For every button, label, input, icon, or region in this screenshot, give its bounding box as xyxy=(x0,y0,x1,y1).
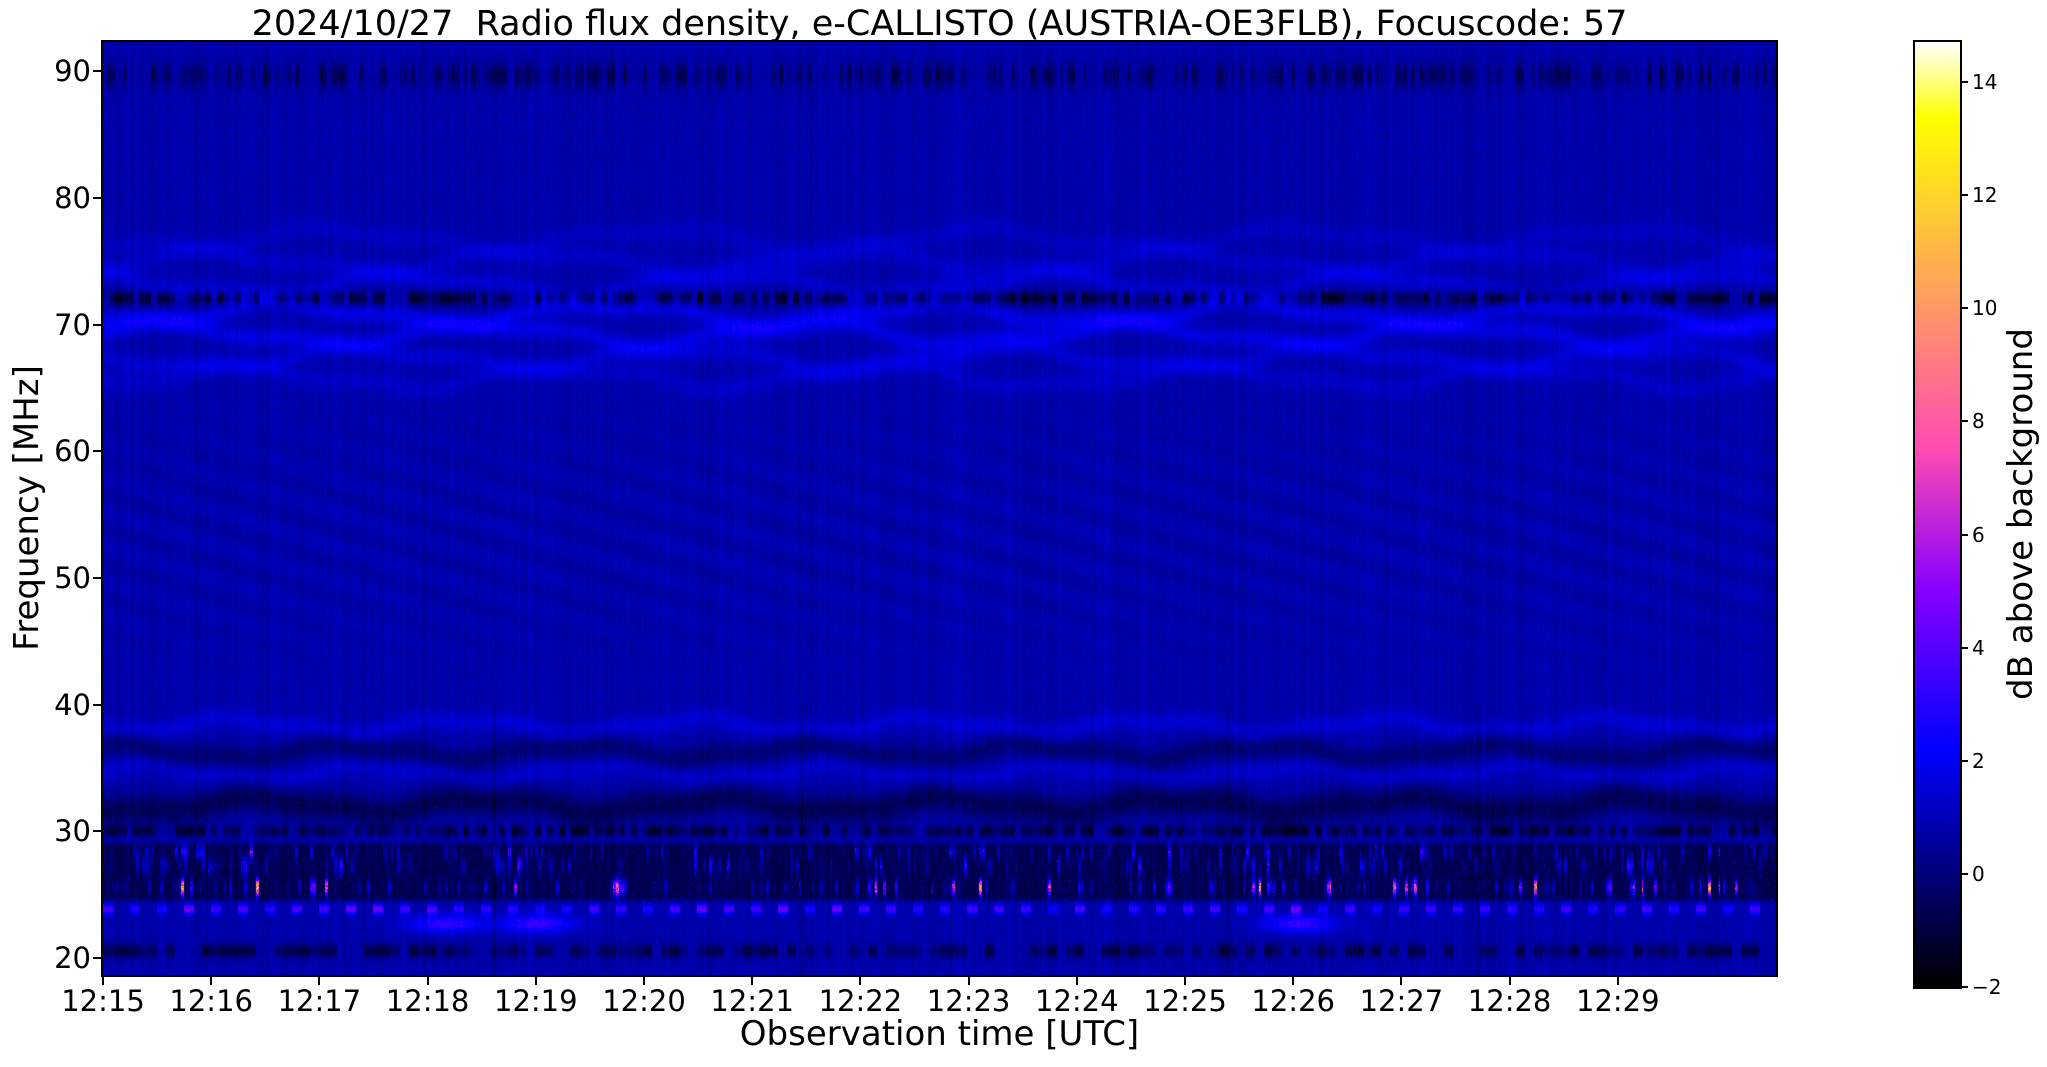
colorbar-tick-mark xyxy=(1960,872,1968,875)
x-tick-label: 12:15 xyxy=(61,984,145,1018)
colorbar-tick-label: 14 xyxy=(1972,70,1998,95)
x-tick-label: 12:16 xyxy=(169,984,253,1018)
colorbar-tick-mark xyxy=(1960,194,1968,197)
chart-title: 2024/10/27 Radio flux density, e-CALLIST… xyxy=(251,4,1628,44)
x-tick-mark xyxy=(534,977,537,985)
y-tick-mark xyxy=(93,196,101,199)
x-tick-label: 12:25 xyxy=(1143,984,1227,1018)
x-tick-label: 12:21 xyxy=(710,984,794,1018)
x-tick-label: 12:28 xyxy=(1467,984,1552,1018)
x-tick-label: 12:22 xyxy=(818,984,903,1018)
x-tick-mark xyxy=(967,977,970,985)
x-tick-label: 12:29 xyxy=(1576,984,1660,1018)
x-tick-label: 12:17 xyxy=(277,984,362,1018)
y-tick-mark xyxy=(93,703,101,706)
colorbar-tick-label: 0 xyxy=(1972,861,1985,886)
colorbar-tick-label: 4 xyxy=(1972,635,1985,660)
colorbar-tick-mark xyxy=(1960,533,1968,536)
x-tick-mark xyxy=(1400,977,1403,985)
x-axis-label: Observation time [UTC] xyxy=(739,1014,1140,1054)
colorbar xyxy=(1913,40,1962,989)
colorbar-tick-label: −2 xyxy=(1972,975,2002,999)
colorbar-tick-label: 6 xyxy=(1972,522,1985,547)
x-tick-label: 12:23 xyxy=(926,984,1011,1018)
y-axis-label: Frequency [MHz] xyxy=(7,365,47,651)
colorbar-tick-label: 2 xyxy=(1972,748,1985,773)
x-tick-mark xyxy=(859,977,862,985)
y-tick-mark xyxy=(93,323,101,326)
y-tick-label: 80 xyxy=(54,180,91,215)
colorbar-label: dB above background xyxy=(2001,328,2041,700)
x-tick-mark xyxy=(1508,977,1511,985)
colorbar-tick-mark xyxy=(1960,759,1968,762)
y-tick-mark xyxy=(93,70,101,73)
y-tick-label: 60 xyxy=(54,434,91,469)
x-tick-label: 12:26 xyxy=(1251,984,1335,1018)
y-tick-label: 40 xyxy=(54,687,91,722)
x-tick-mark xyxy=(210,977,213,985)
y-tick-label: 20 xyxy=(54,941,91,976)
y-tick-label: 70 xyxy=(54,307,91,342)
colorbar-tick-mark xyxy=(1960,81,1968,84)
x-tick-label: 12:19 xyxy=(494,984,578,1018)
colorbar-tick-label: 10 xyxy=(1972,296,1998,321)
colorbar-tick-mark xyxy=(1960,307,1968,310)
x-tick-mark xyxy=(751,977,754,985)
spectrogram-plot xyxy=(101,40,1778,977)
spectrogram-canvas xyxy=(103,42,1776,975)
colorbar-tick-label: 12 xyxy=(1972,183,1998,208)
colorbar-tick-mark xyxy=(1960,646,1968,649)
y-tick-mark xyxy=(93,450,101,453)
colorbar-tick-label: 8 xyxy=(1972,409,1985,434)
x-tick-label: 12:20 xyxy=(602,984,686,1018)
x-tick-mark xyxy=(1184,977,1186,985)
x-tick-mark xyxy=(643,977,645,985)
x-tick-label: 12:27 xyxy=(1359,984,1444,1018)
y-tick-label: 50 xyxy=(54,560,91,595)
x-tick-mark xyxy=(426,977,429,985)
colorbar-gradient-canvas xyxy=(1915,42,1960,987)
x-tick-label: 12:24 xyxy=(1035,984,1119,1018)
x-tick-mark xyxy=(102,977,104,985)
y-tick-label: 30 xyxy=(54,814,91,849)
x-tick-mark xyxy=(1075,977,1078,985)
x-tick-mark xyxy=(1616,977,1619,985)
x-tick-mark xyxy=(1292,977,1295,985)
y-tick-label: 90 xyxy=(54,54,91,89)
y-tick-mark xyxy=(93,830,101,833)
y-tick-mark xyxy=(93,957,101,960)
x-tick-label: 12:18 xyxy=(385,984,470,1018)
y-tick-mark xyxy=(93,576,101,579)
colorbar-tick-mark xyxy=(1960,986,1968,988)
colorbar-tick-mark xyxy=(1960,420,1968,423)
x-tick-mark xyxy=(318,977,321,985)
